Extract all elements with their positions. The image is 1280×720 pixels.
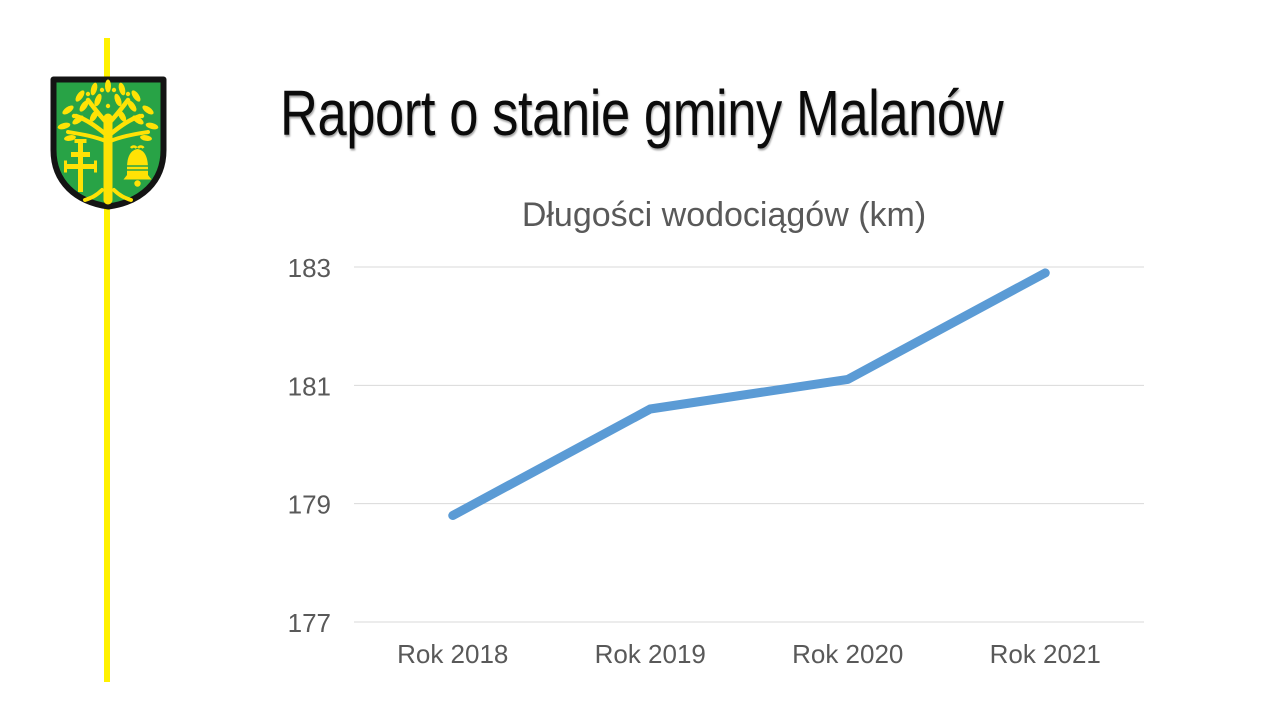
y-axis-labels: 183 181 179 177 <box>288 253 331 638</box>
chart-title: Długości wodociągów (km) <box>522 196 926 234</box>
accent-line <box>104 38 110 682</box>
x-axis-labels: Rok 2018 Rok 2019 Rok 2020 Rok 2021 <box>397 639 1101 669</box>
data-series-line <box>448 268 1050 520</box>
chart-series <box>448 268 1050 520</box>
x-axis-category-label: Rok 2018 <box>397 639 508 669</box>
y-axis-tick-label: 177 <box>288 608 331 638</box>
x-axis-category-label: Rok 2021 <box>990 639 1101 669</box>
y-axis-tick-label: 181 <box>288 371 331 401</box>
x-axis-category-label: Rok 2019 <box>595 639 706 669</box>
patriarchal-cross-icon <box>64 139 97 192</box>
y-axis-tick-label: 179 <box>288 490 331 520</box>
y-axis-tick-label: 183 <box>288 253 331 283</box>
page-title: Raport o stanie gminy Malanów <box>280 77 1004 149</box>
malanow-coat-of-arms-icon <box>50 76 167 210</box>
bell-icon <box>123 145 152 187</box>
x-axis-category-label: Rok 2020 <box>792 639 903 669</box>
oak-tree-icon <box>57 79 159 205</box>
chart-gridlines <box>354 266 1144 623</box>
